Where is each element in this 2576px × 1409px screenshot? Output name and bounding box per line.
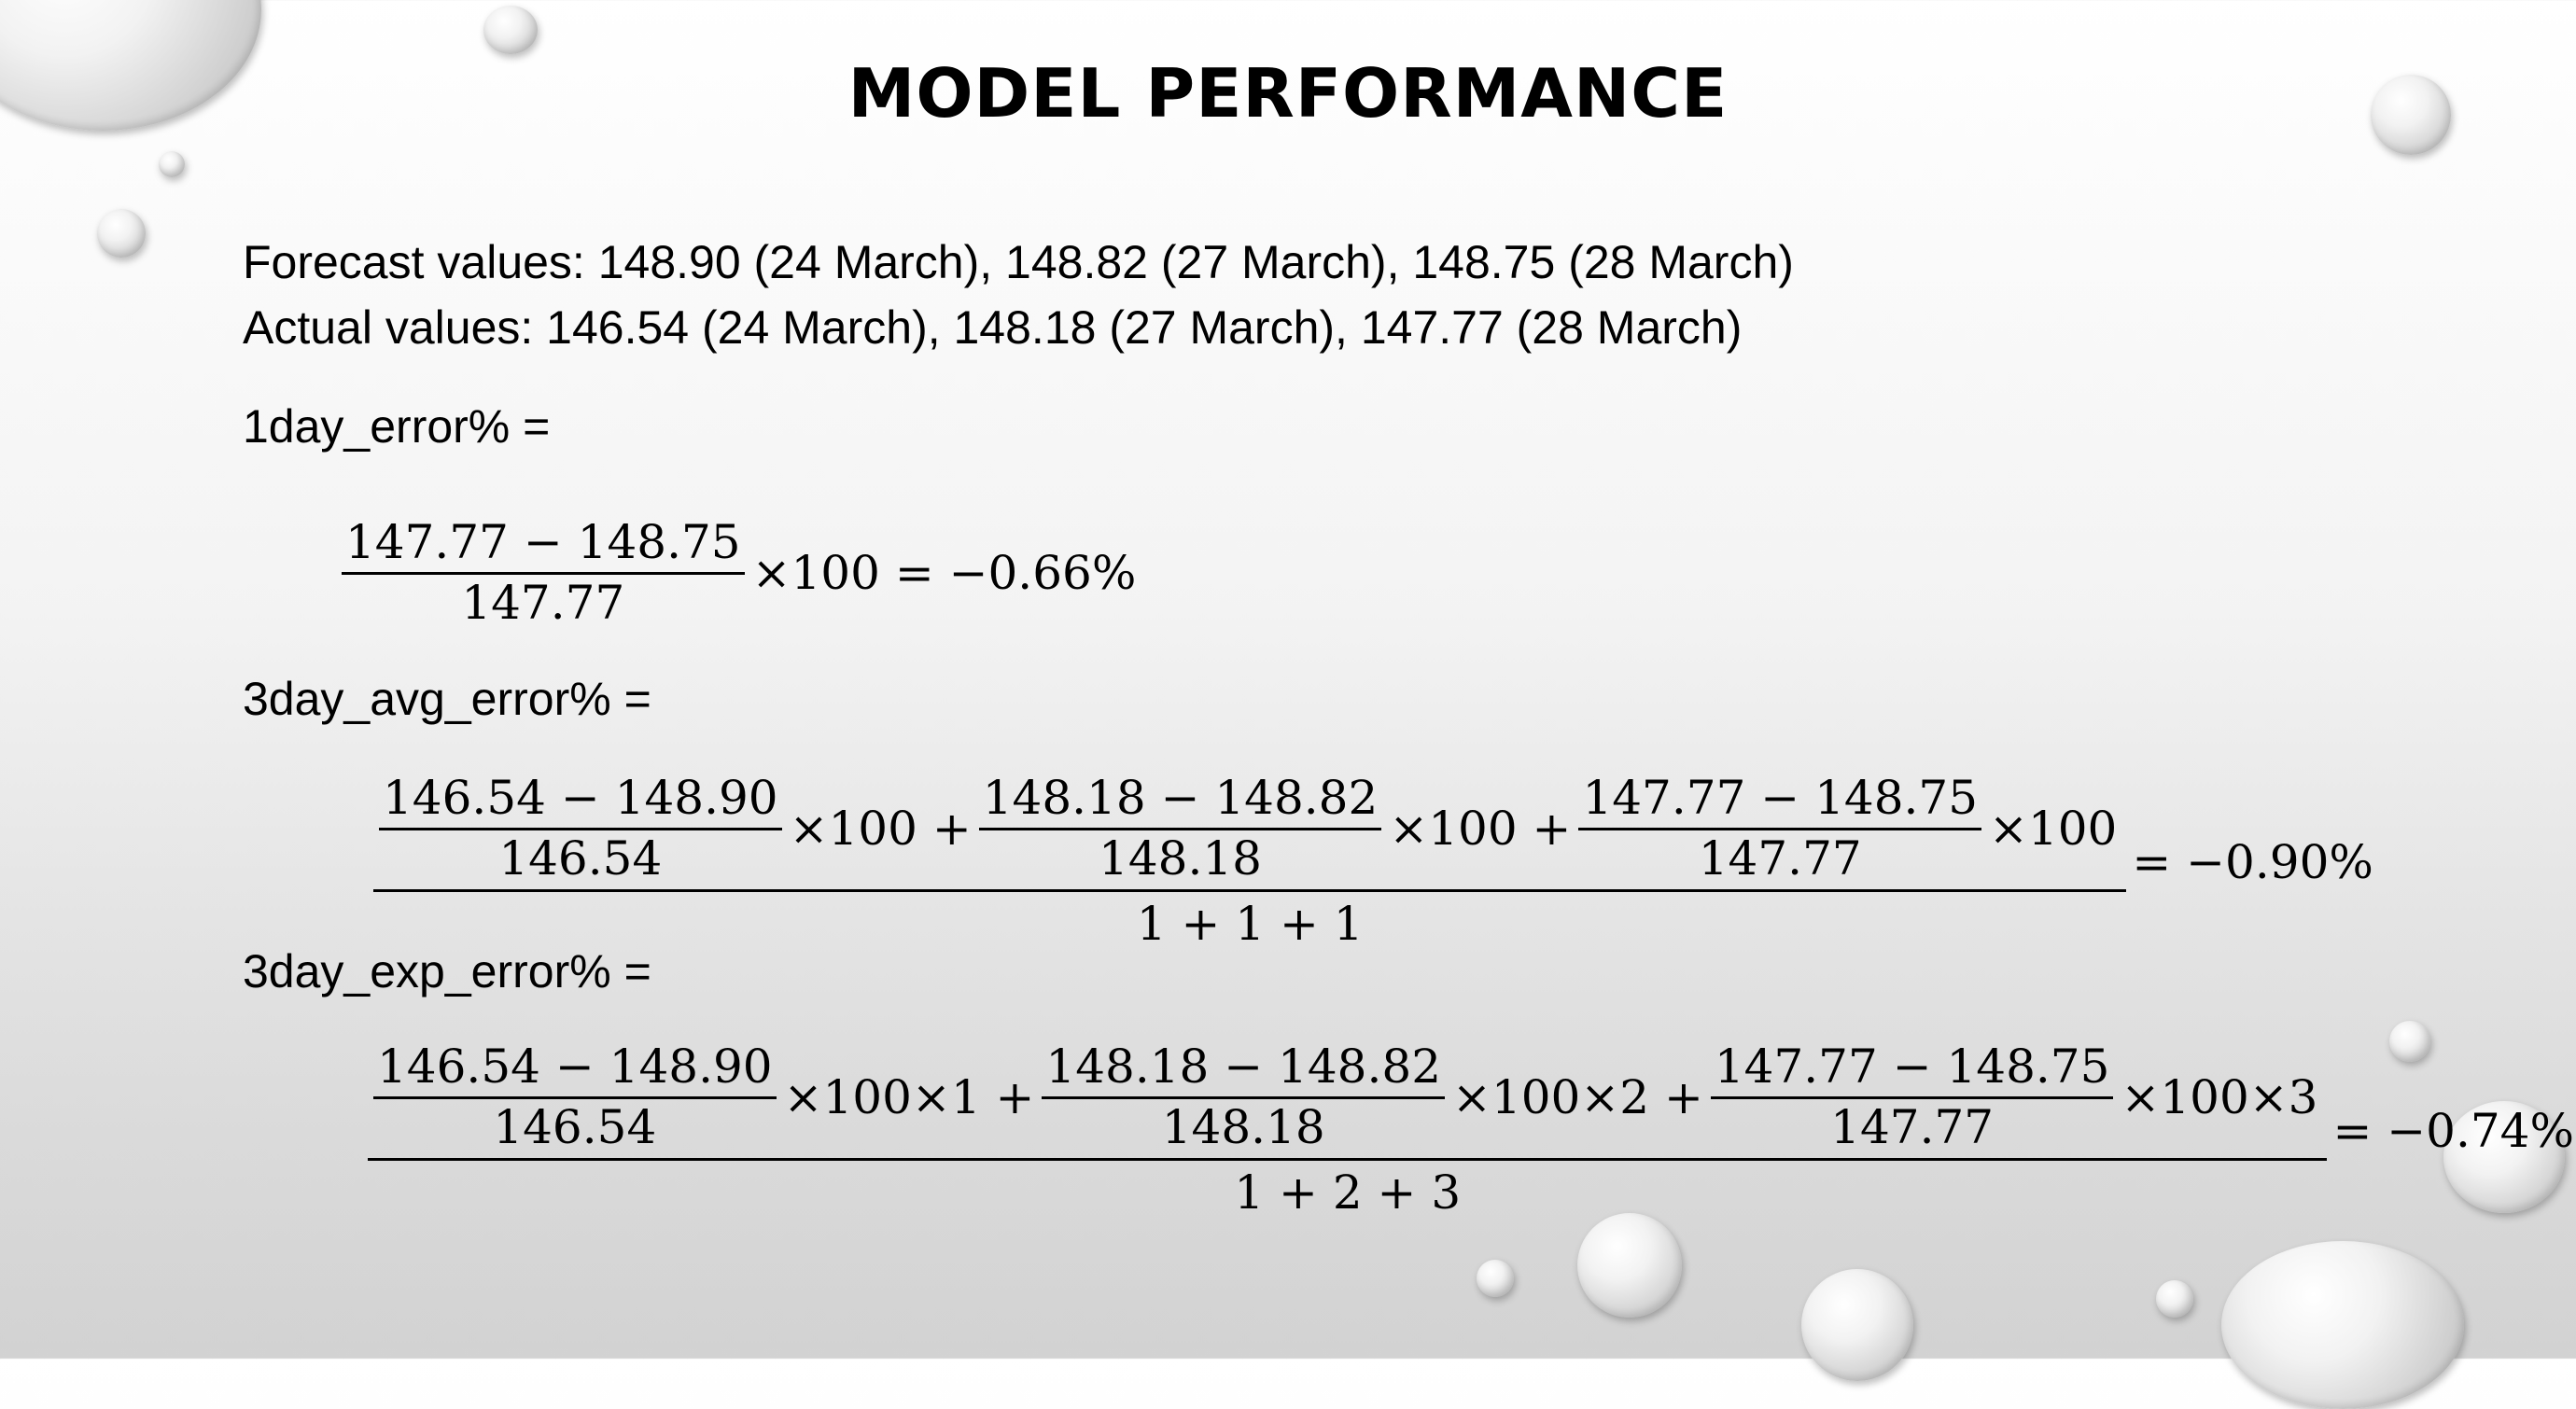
fraction-numerator: 147.77 − 148.75 <box>345 515 741 569</box>
term-suffix: ×100×1 + <box>783 1070 1035 1124</box>
fraction: 147.77 − 148.75 147.77 <box>342 515 745 631</box>
fraction-numerator: 148.18 − 148.82 <box>1045 1039 1442 1094</box>
fraction-numerator: 146.54 − 148.90 <box>377 1039 773 1094</box>
fraction: 147.77 − 148.75 147.77 <box>1578 771 1982 886</box>
water-droplet-decoration <box>1801 1269 1913 1381</box>
fraction-denominator: 146.54 <box>373 1095 777 1155</box>
three-day-avg-error-label: 3day_avg_error% = <box>243 673 651 725</box>
one-day-error-equation: 147.77 − 148.75 147.77 ×100 = −0.66% <box>340 515 1141 630</box>
compound-fraction: 146.54 − 148.90 146.54 ×100 + 148.18 − 1… <box>373 771 2127 952</box>
three-day-exp-error-label: 3day_exp_error% = <box>243 945 651 997</box>
compound-fraction: 146.54 − 148.90 146.54 ×100×1 + 148.18 −… <box>368 1039 2328 1221</box>
water-droplet-decoration <box>2389 1021 2430 1062</box>
term-suffix: ×100 <box>1989 802 2118 856</box>
three-day-exp-error-equation: 146.54 − 148.90 146.54 ×100×1 + 148.18 −… <box>368 1039 2576 1221</box>
equation-result: = −0.74% <box>2332 1103 2575 1158</box>
water-droplet-decoration <box>2371 75 2451 155</box>
fraction-denominator: 147.77 <box>1578 827 1982 886</box>
water-droplet-decoration <box>1477 1260 1514 1297</box>
water-droplet-decoration <box>2221 1241 2464 1409</box>
water-droplet-decoration <box>2156 1280 2193 1318</box>
fraction: 147.77 − 148.75 147.77 <box>1710 1039 2114 1155</box>
fraction-denominator: 147.77 <box>1710 1095 2114 1155</box>
term-suffix: ×100×2 + <box>1452 1070 1703 1124</box>
fraction: 148.18 − 148.82 148.18 <box>978 771 1382 886</box>
equation-tail: ×100 = −0.66% <box>751 546 1137 600</box>
fraction-denominator: 147.77 <box>342 571 745 631</box>
term-suffix: ×100×3 <box>2121 1070 2318 1124</box>
fraction-numerator: 146.54 − 148.90 <box>383 771 778 825</box>
water-droplet-decoration <box>159 151 185 177</box>
fraction-numerator: 148.18 − 148.82 <box>982 771 1379 825</box>
term-suffix: ×100 + <box>1389 802 1572 856</box>
fraction: 146.54 − 148.90 146.54 <box>373 1039 777 1155</box>
equation-result: = −0.90% <box>2132 834 2373 889</box>
water-droplet-decoration <box>97 209 146 258</box>
fraction-denominator: 146.54 <box>379 827 782 886</box>
fraction-numerator: 147.77 − 148.75 <box>1582 771 1979 825</box>
one-day-error-label: 1day_error% = <box>243 400 551 453</box>
forecast-values-text: Forecast values: 148.90 (24 March), 148.… <box>243 236 1794 288</box>
water-droplet-decoration <box>1577 1213 1682 1318</box>
fraction-denominator: 148.18 <box>978 827 1382 886</box>
weights-denominator: 1 + 1 + 1 <box>373 889 2127 952</box>
fraction: 146.54 − 148.90 146.54 <box>379 771 782 886</box>
fraction: 148.18 − 148.82 148.18 <box>1042 1039 1446 1155</box>
page-title: MODEL PERFORMANCE <box>847 54 1729 133</box>
fraction-numerator: 147.77 − 148.75 <box>1714 1039 2110 1094</box>
three-day-avg-error-equation: 146.54 − 148.90 146.54 ×100 + 148.18 − 1… <box>373 771 2379 952</box>
water-droplet-decoration <box>483 6 538 54</box>
term-suffix: ×100 + <box>789 802 972 856</box>
actual-values-text: Actual values: 146.54 (24 March), 148.18… <box>243 301 1743 354</box>
weights-denominator: 1 + 2 + 3 <box>368 1158 2328 1221</box>
water-droplet-decoration <box>2443 1101 2565 1213</box>
fraction-denominator: 148.18 <box>1042 1095 1446 1155</box>
